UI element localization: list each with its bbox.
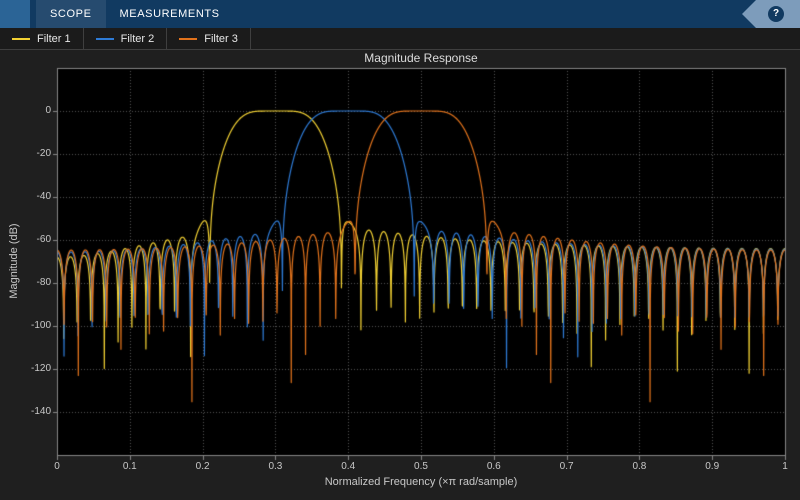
legend-label: Filter 2 (120, 32, 155, 45)
plot-canvas[interactable] (0, 50, 800, 500)
x-tick-label: 0.1 (122, 461, 137, 472)
x-tick-label: 0.7 (559, 461, 574, 472)
tab-measurements[interactable]: MEASUREMENTS (119, 8, 220, 20)
legend-label: Filter 3 (204, 32, 238, 45)
toolstrip: SCOPE MEASUREMENTS ? (0, 0, 800, 28)
x-tick-label: 0.4 (341, 461, 356, 472)
y-tick-label: -20 (36, 148, 51, 159)
y-tick-label: -100 (30, 320, 51, 331)
y-tick-label: 0 (45, 105, 51, 116)
x-tick-label: 0.3 (268, 461, 283, 472)
x-tick-label: 0.9 (705, 461, 720, 472)
legend-label: Filter 1 (37, 32, 71, 45)
help-banner: ? (742, 0, 800, 28)
x-axis-label: Normalized Frequency (×π rad/sample) (324, 476, 518, 488)
y-tick-label: -80 (36, 277, 51, 288)
legend-swatch (95, 37, 114, 40)
y-tick-label: -40 (36, 191, 51, 202)
legend-item-filter-3[interactable]: Filter 3 (167, 28, 251, 49)
magnitude-response-figure: Magnitude Response Normalized Frequency … (0, 50, 800, 500)
x-tick-label: 0 (54, 461, 60, 472)
legend-swatch (12, 37, 30, 40)
x-tick-label: 1 (782, 461, 788, 472)
app-button[interactable] (0, 0, 30, 28)
tab-scope[interactable]: SCOPE (36, 0, 106, 28)
x-tick-label: 0.5 (414, 461, 428, 472)
y-tick-label: -120 (30, 363, 51, 374)
legend: Filter 1 Filter 2 Filter 3 (0, 28, 800, 50)
legend-item-filter-2[interactable]: Filter 2 (84, 28, 168, 49)
x-tick-label: 0.8 (632, 461, 647, 472)
y-tick-label: -140 (30, 406, 51, 417)
legend-item-filter-1[interactable]: Filter 1 (0, 28, 84, 49)
x-tick-label: 0.6 (486, 461, 501, 472)
plot-title: Magnitude Response (364, 51, 478, 65)
legend-swatch (179, 37, 198, 40)
toolstrip-tabs: SCOPE MEASUREMENTS (36, 0, 234, 28)
x-tick-label: 0.2 (195, 461, 210, 472)
help-button[interactable]: ? (768, 6, 784, 22)
y-tick-label: -60 (36, 234, 51, 245)
